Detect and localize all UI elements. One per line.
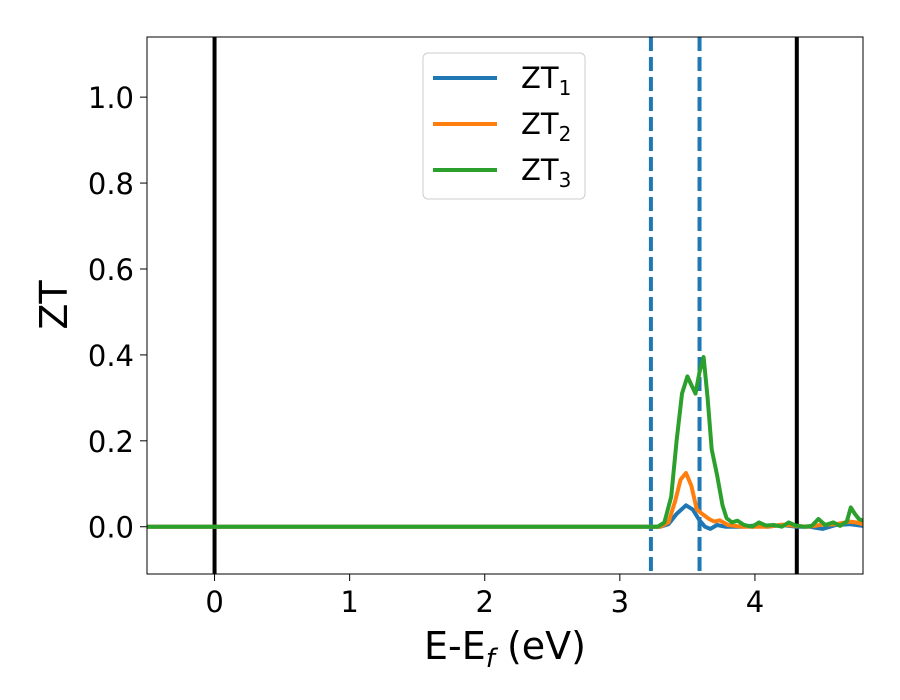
x-axis-label: E-Ef (eV) xyxy=(424,624,586,674)
legend-label-zt3: ZT3 xyxy=(521,153,571,192)
legend-box xyxy=(422,52,586,200)
x-tick-label: 2 xyxy=(476,585,494,619)
y-tick-label: 0.8 xyxy=(88,167,134,201)
y-axis-label: ZT xyxy=(32,280,76,330)
series-line-zt2 xyxy=(147,471,863,529)
series-line-zt1 xyxy=(147,503,863,531)
series-lines xyxy=(147,355,863,531)
plot-frame xyxy=(146,36,864,575)
y-tick-label: 0.6 xyxy=(88,253,134,287)
y-tick-label: 0.0 xyxy=(88,511,134,545)
legend: ZT1 ZT2 ZT3 xyxy=(422,52,586,200)
y-tick-label: 1.0 xyxy=(88,81,134,115)
legend-label-zt1: ZT1 xyxy=(521,61,571,100)
x-tick-label: 3 xyxy=(611,585,629,619)
x-axis-ticks: 0 1 2 3 4 xyxy=(205,574,764,619)
x-tick-label: 1 xyxy=(340,585,358,619)
y-tick-label: 0.2 xyxy=(88,425,134,459)
x-tick-label: 4 xyxy=(746,585,764,619)
legend-label-zt2: ZT2 xyxy=(521,107,571,146)
reference-lines xyxy=(212,37,799,574)
y-tick-label: 0.4 xyxy=(88,339,134,373)
x-tick-label: 0 xyxy=(205,585,223,619)
series-line-zt3 xyxy=(147,355,863,529)
y-axis-ticks: 0.0 0.2 0.4 0.6 0.8 1.0 xyxy=(88,81,147,545)
